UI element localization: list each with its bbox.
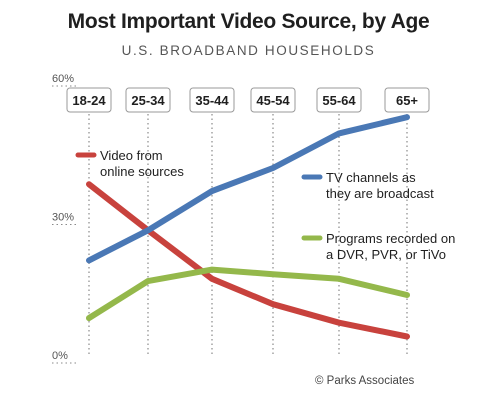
series-line-2 [86, 114, 410, 264]
chart-subtitle: U.S. BROADBAND HOUSEHOLDS [121, 43, 376, 58]
category-box-65+: 65+ [384, 87, 430, 113]
category-box-35-44: 35-44 [189, 87, 235, 113]
category-label: 25-34 [131, 93, 165, 108]
category-label: 65+ [396, 93, 418, 108]
category-box-25-34: 25-34 [125, 87, 171, 113]
category-box-frame [384, 87, 430, 113]
category-box-frame [189, 87, 235, 113]
y-tick-label: 60% [52, 73, 74, 85]
category-box-frame [125, 87, 171, 113]
legend-label: TV channels as [326, 170, 416, 185]
category-box-frame [66, 87, 112, 113]
series-line-3 [86, 266, 410, 322]
y-tick-label: 30% [52, 212, 74, 224]
legend-label: Video from [100, 148, 163, 163]
category-box-frame [250, 87, 296, 113]
legend-label: they are broadcast [326, 186, 434, 201]
category-label: 18-24 [72, 93, 106, 108]
category-label: 35-44 [195, 93, 229, 108]
legend-label: Programs recorded on [326, 231, 455, 246]
series-line-1 [86, 181, 410, 340]
legend-entry-3: Programs recorded ona DVR, PVR, or TiVo [301, 231, 455, 262]
category-box-45-54: 45-54 [250, 87, 296, 113]
source-credit: © Parks Associates [315, 375, 414, 387]
legend-label: online sources [100, 164, 184, 179]
category-label: 45-54 [256, 93, 290, 108]
category-label: 55-64 [322, 93, 356, 108]
chart-title: Most Important Video Source, by Age [67, 10, 430, 33]
category-box-frame [316, 87, 362, 113]
legend-label: a DVR, PVR, or TiVo [326, 247, 446, 262]
category-box-55-64: 55-64 [316, 87, 362, 113]
category-box-18-24: 18-24 [66, 87, 112, 113]
y-tick-label: 0% [52, 350, 68, 362]
